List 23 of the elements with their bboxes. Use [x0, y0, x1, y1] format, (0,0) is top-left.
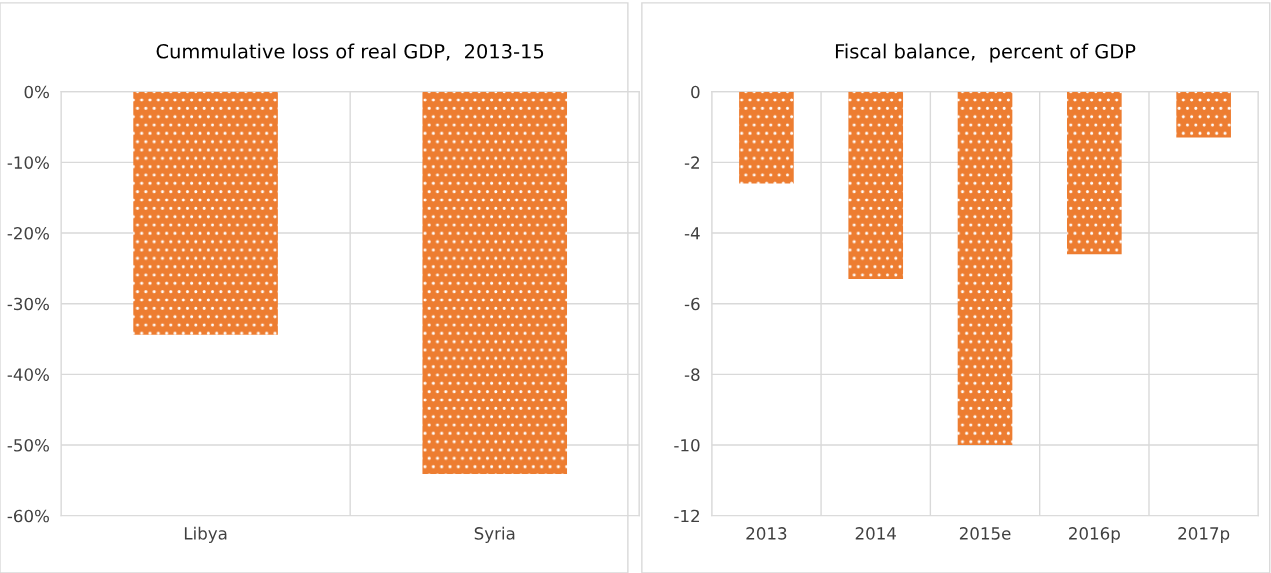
- x-tick-label: 2016p: [1069, 527, 1120, 543]
- y-tick-label: -10%: [7, 156, 49, 169]
- y-tick-label: 0%: [24, 85, 49, 99]
- y-tick-label: -30%: [7, 297, 49, 311]
- y-tick-label: -4: [684, 227, 700, 240]
- x-tick-label: 2017p: [1178, 527, 1230, 543]
- x-tick-label: 2013: [746, 527, 787, 540]
- y-tick-label: -12: [674, 509, 699, 523]
- y-tick-label: -8: [684, 368, 700, 381]
- y-tick-label: -2: [684, 156, 699, 169]
- chart-title: Cummulative loss of real GDP, 2013-15: [156, 43, 544, 61]
- x-tick-label: Syria: [474, 526, 515, 543]
- y-tick-label: -50%: [7, 438, 49, 452]
- x-tick-label: 2014: [855, 527, 896, 540]
- x-tick-label: Libya: [184, 526, 227, 543]
- y-tick-label: -10: [674, 438, 700, 452]
- y-tick-label: -20%: [7, 226, 49, 240]
- y-tick-label: 0: [691, 85, 700, 99]
- chart-title: Fiscal balance, percent of GDP: [835, 43, 1136, 63]
- y-tick-label: -40%: [7, 368, 49, 381]
- y-tick-label: -60%: [7, 509, 49, 523]
- x-tick-label: 2015e: [959, 527, 1011, 540]
- y-tick-label: -6: [684, 297, 700, 311]
